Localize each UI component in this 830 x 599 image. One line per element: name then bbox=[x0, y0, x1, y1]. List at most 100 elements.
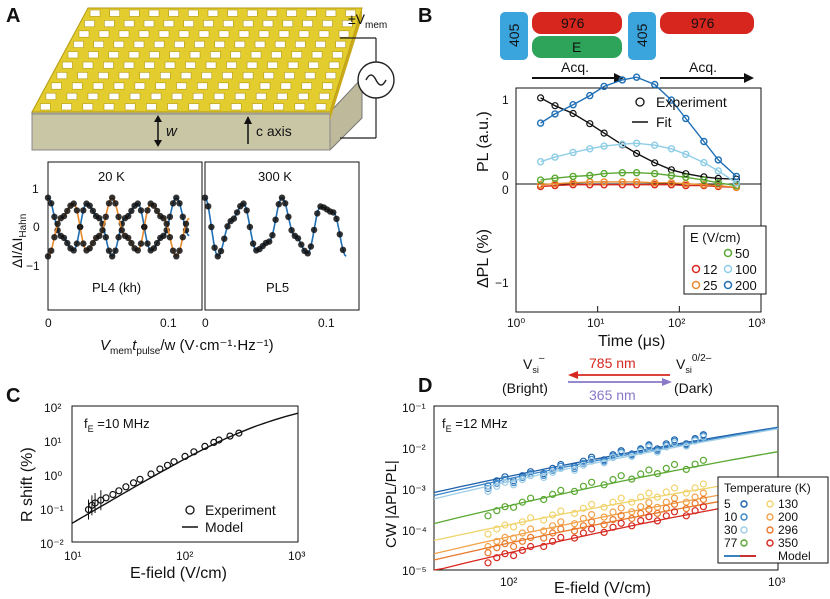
d-point-200 bbox=[587, 510, 596, 519]
data-point bbox=[128, 207, 135, 215]
grid-hole bbox=[218, 30, 230, 38]
d-point-296 bbox=[662, 504, 670, 512]
panel-label-c: C bbox=[6, 385, 20, 407]
b-bot-ylabel: ΔPL (%) bbox=[475, 229, 492, 288]
data-point bbox=[288, 227, 295, 234]
d-point-130 bbox=[609, 498, 617, 506]
b-e-100: 100 bbox=[735, 262, 757, 277]
d-point-77 bbox=[645, 466, 653, 474]
data-point bbox=[144, 240, 151, 247]
data-point bbox=[48, 247, 55, 254]
seq-e-label: E bbox=[572, 39, 581, 55]
d-point-130 bbox=[540, 516, 548, 524]
grid-hole bbox=[273, 103, 284, 111]
data-point bbox=[166, 213, 174, 220]
dpl-fit-100 bbox=[540, 142, 737, 184]
grid-hole bbox=[284, 72, 295, 80]
data-point bbox=[173, 253, 180, 260]
data-point bbox=[105, 200, 113, 207]
d-point-350 bbox=[662, 512, 670, 520]
grid-hole bbox=[282, 20, 294, 28]
c-point bbox=[201, 442, 209, 450]
b-xlabel: Time (μs) bbox=[598, 333, 665, 350]
d-point-77 bbox=[540, 495, 548, 504]
d-point-200 bbox=[526, 525, 535, 533]
data-point bbox=[266, 238, 273, 245]
c-axis-arrow-head bbox=[244, 116, 252, 124]
c-point bbox=[122, 483, 130, 491]
panel-label-a: A bbox=[6, 5, 20, 27]
dpl-point-100 bbox=[632, 139, 641, 148]
d-point-77 bbox=[579, 482, 588, 490]
seq-976-b-label: 976 bbox=[691, 15, 715, 31]
dpl-fit-50 bbox=[540, 172, 737, 187]
d-legend-marker-200 bbox=[766, 513, 774, 521]
data-point bbox=[182, 220, 190, 227]
data-point bbox=[153, 207, 161, 215]
grid-hole bbox=[104, 20, 115, 28]
grid-hole bbox=[311, 51, 323, 59]
data-point bbox=[339, 246, 347, 253]
data-point bbox=[285, 213, 292, 220]
grid-hole bbox=[185, 61, 196, 69]
d-point-130 bbox=[518, 518, 527, 526]
grid-hole bbox=[155, 82, 167, 90]
data-point bbox=[304, 250, 311, 257]
pl-point bbox=[586, 120, 594, 128]
d-point-296 bbox=[637, 509, 645, 518]
data-point bbox=[128, 239, 135, 247]
c-ytick-0: 10⁰ bbox=[44, 469, 62, 483]
data-point bbox=[112, 200, 119, 207]
grid-hole bbox=[217, 82, 229, 90]
grid-hole bbox=[246, 61, 258, 69]
d-point-77 bbox=[587, 478, 596, 486]
d-point-200 bbox=[540, 527, 548, 535]
d-point-130 bbox=[484, 530, 492, 538]
c-point bbox=[190, 448, 198, 456]
d-point-10 bbox=[548, 466, 557, 474]
dpl-point-50 bbox=[600, 169, 608, 178]
grid-hole bbox=[267, 61, 278, 69]
c-point bbox=[235, 429, 243, 437]
data-point bbox=[272, 216, 279, 223]
w-label: w bbox=[166, 123, 178, 140]
data-point bbox=[112, 247, 119, 254]
grid-hole bbox=[222, 72, 233, 80]
dpl-point-100 bbox=[551, 153, 559, 161]
grid-hole bbox=[308, 61, 319, 69]
d-point-296 bbox=[509, 542, 518, 551]
d-point-30 bbox=[587, 457, 596, 465]
c-fe: fE =10 MHz bbox=[84, 416, 150, 434]
data-point bbox=[44, 194, 52, 201]
b-e-marker-50 bbox=[723, 248, 733, 258]
data-point bbox=[134, 200, 141, 207]
d-point-30 bbox=[501, 478, 509, 486]
data-point bbox=[176, 247, 183, 254]
grid-hole bbox=[192, 92, 204, 100]
d-point-296 bbox=[617, 511, 625, 520]
b-top-ylabel: PL (a.u.) bbox=[475, 111, 492, 172]
dpl-point-100 bbox=[714, 167, 722, 175]
grid-hole bbox=[183, 20, 194, 28]
grid-hole bbox=[205, 61, 217, 69]
dpl-point-100 bbox=[667, 145, 676, 153]
grid-hole bbox=[325, 72, 337, 80]
grid-hole bbox=[209, 103, 221, 111]
panel-label-b: B bbox=[418, 5, 432, 27]
grid-hole bbox=[242, 72, 254, 80]
data-point bbox=[314, 210, 321, 217]
b-e-12: 12 bbox=[703, 262, 717, 277]
grid-hole bbox=[56, 72, 68, 80]
grid-hole bbox=[103, 103, 115, 111]
d-point-77 bbox=[691, 460, 699, 468]
grid-hole bbox=[238, 82, 250, 90]
grid-hole bbox=[287, 61, 299, 69]
d-point-30 bbox=[540, 473, 548, 482]
pl-point bbox=[714, 174, 722, 182]
data-point bbox=[282, 200, 289, 207]
grid-hole bbox=[304, 72, 316, 80]
b-xtick-1: 10¹ bbox=[587, 316, 604, 330]
dpl-point-50 bbox=[551, 174, 559, 182]
grid-hole bbox=[234, 40, 246, 48]
